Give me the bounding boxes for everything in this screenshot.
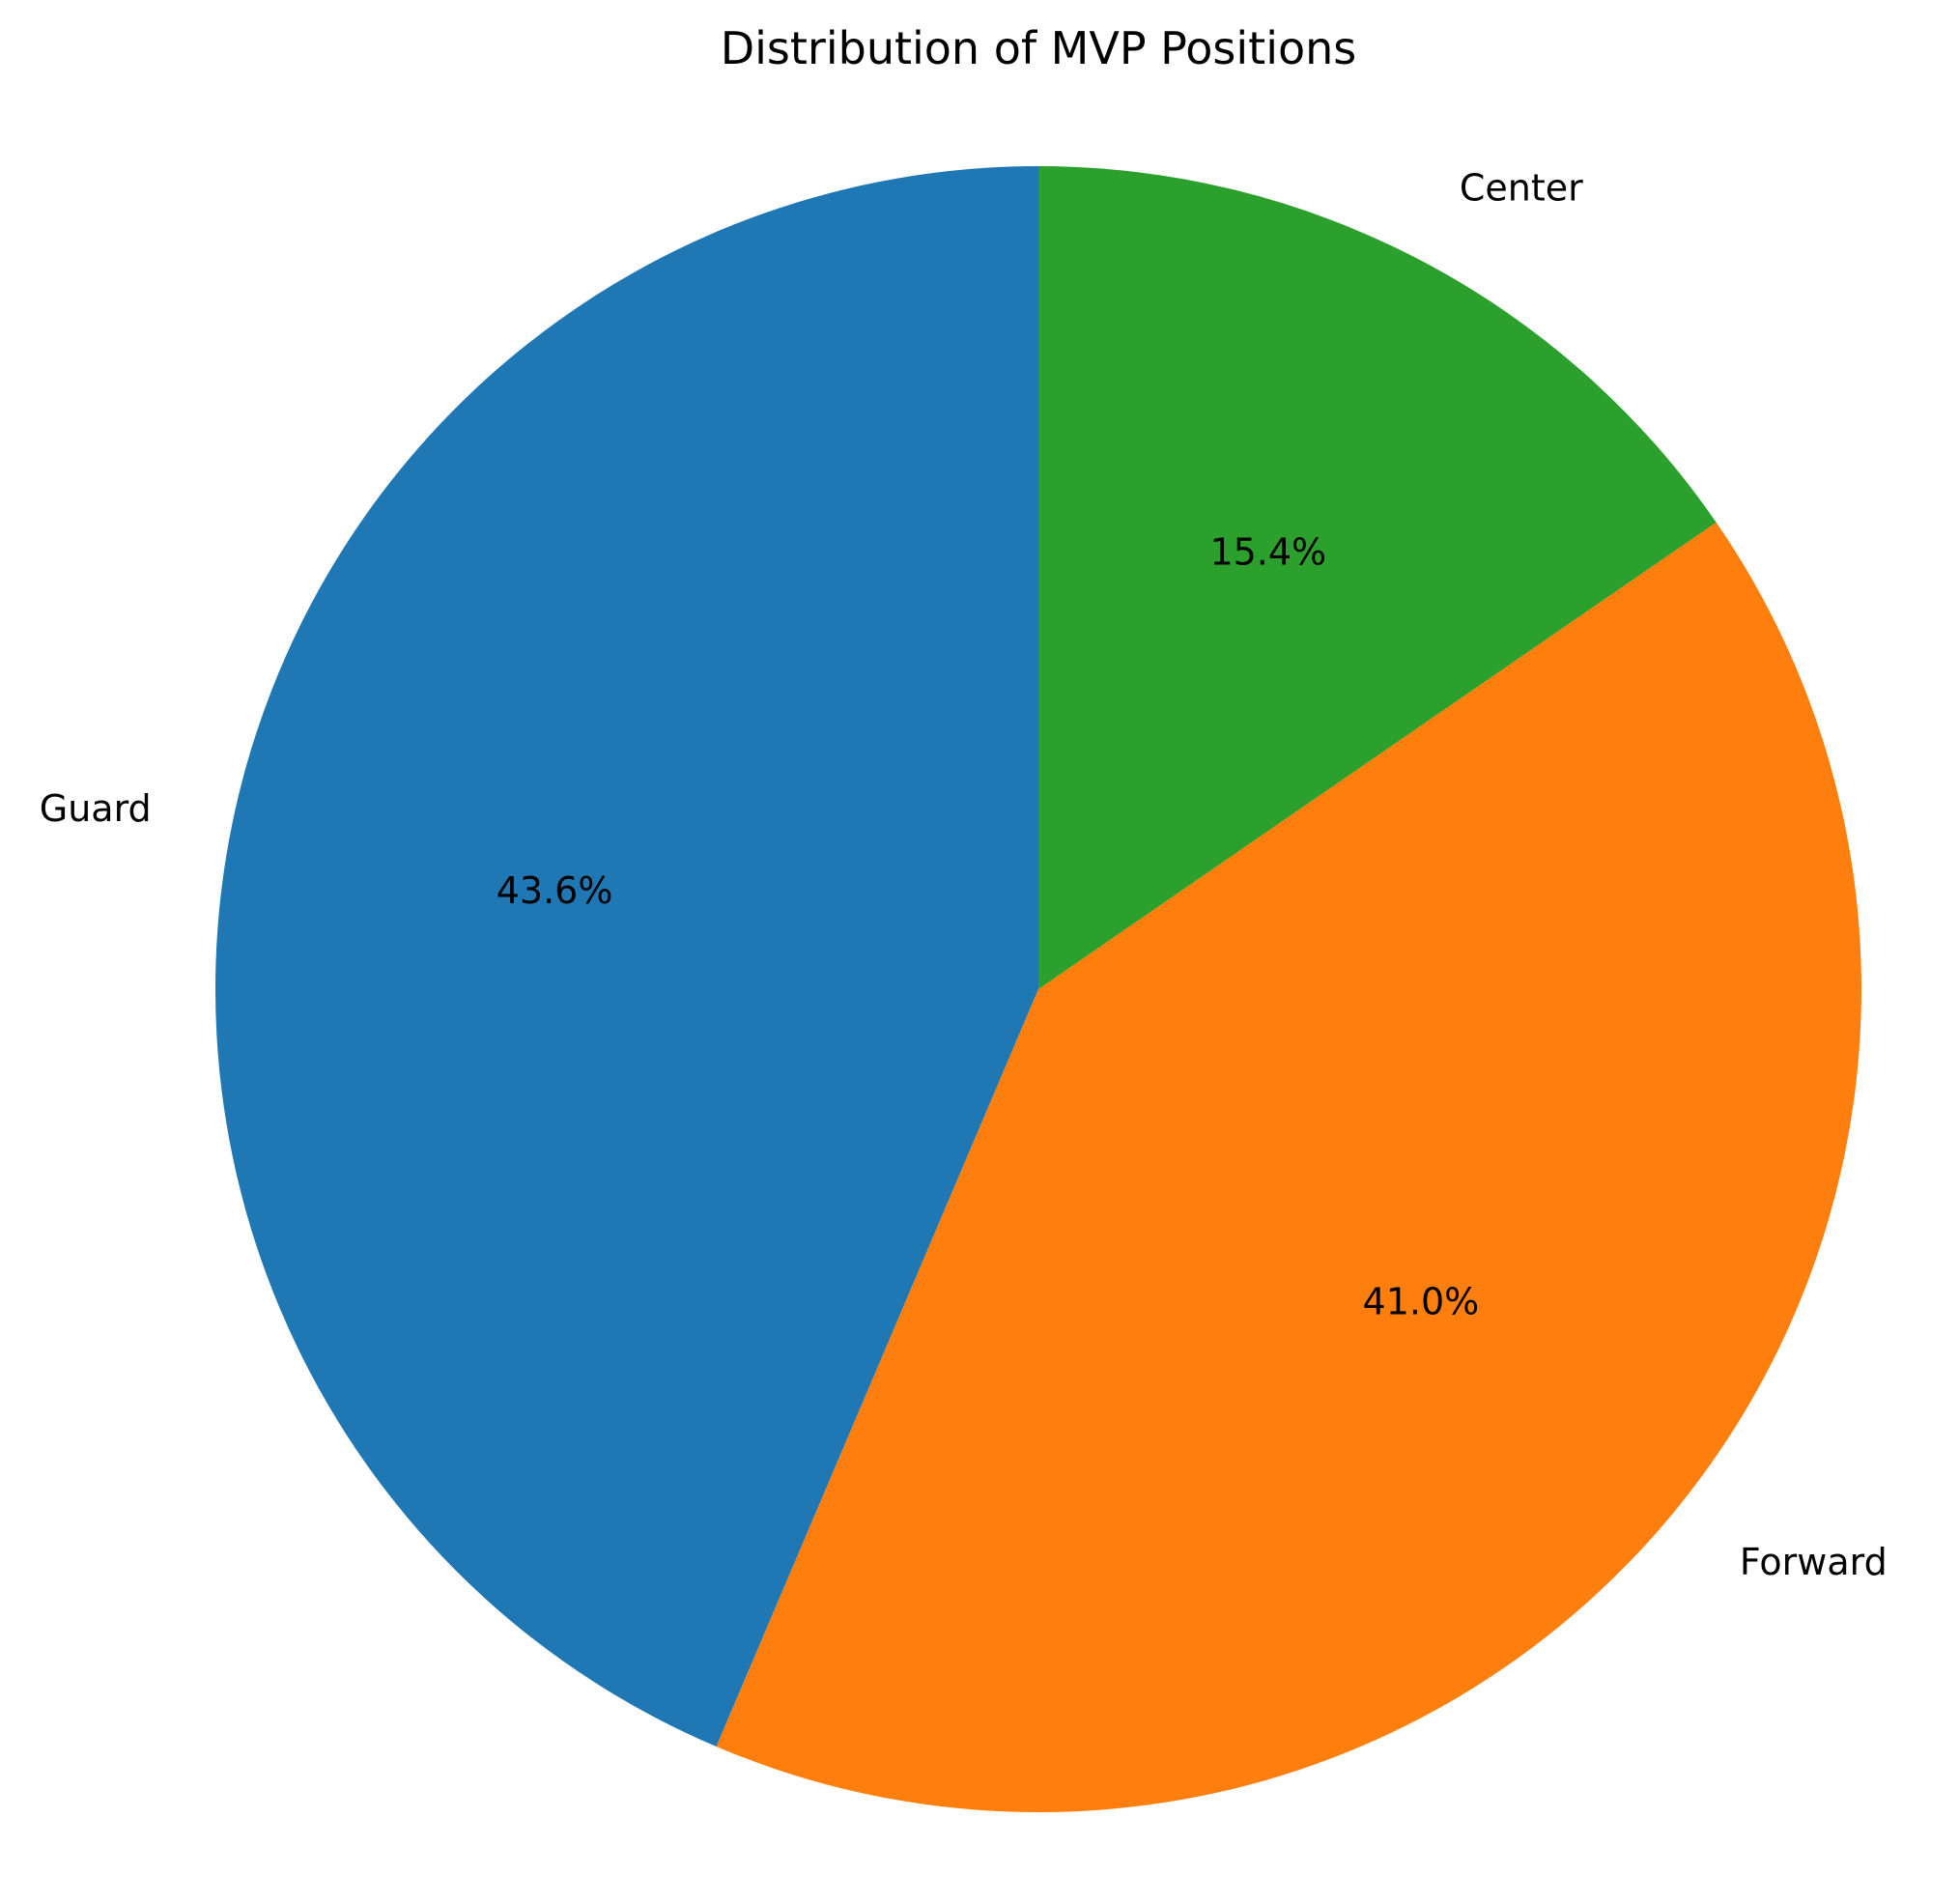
slice-label-forward: Forward <box>1740 1541 1888 1583</box>
pct-label-guard: 43.6% <box>497 869 613 912</box>
slice-label-center: Center <box>1460 166 1583 209</box>
pie-slices <box>214 166 1861 1813</box>
chart-title: Distribution of MVP Positions <box>721 22 1357 74</box>
pie-labels: Guard 43.6% Forward 41.0% Center 15.4% <box>40 166 1888 1582</box>
pie-slice-center <box>1038 166 1717 989</box>
pie-slice-forward <box>716 522 1861 1813</box>
pie-slice-guard <box>214 166 1039 1748</box>
pct-label-forward: 41.0% <box>1363 1280 1480 1322</box>
slice-label-guard: Guard <box>40 787 152 830</box>
pct-label-center: 15.4% <box>1209 531 1326 574</box>
